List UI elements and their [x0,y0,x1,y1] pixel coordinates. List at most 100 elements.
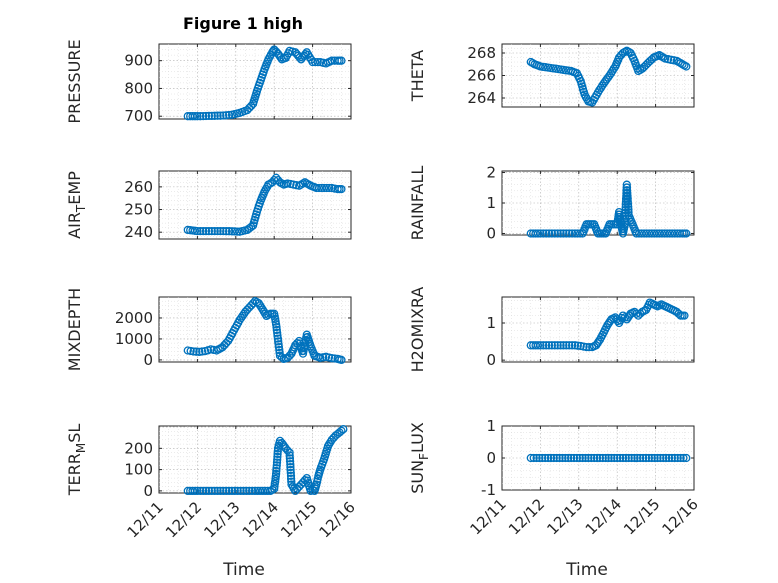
data-point [582,342,591,352]
y-axis-label: SUNFLUX [408,422,431,494]
data-point [553,229,562,238]
data-point [312,183,321,193]
data-point [273,449,282,459]
data-point [247,101,256,111]
data-point [552,453,561,463]
data-point [679,453,688,463]
data-point [624,205,633,214]
data-point [682,62,691,71]
data-point [667,453,677,463]
data-point [272,322,281,332]
data-point [273,455,282,464]
data-point [319,183,329,193]
data-point [201,486,211,496]
data-point [662,453,671,463]
data-point [620,313,630,322]
data-point [322,183,331,193]
data-point [313,57,322,67]
data-point [193,226,202,236]
data-point [247,222,256,232]
data-point [216,111,225,120]
data-point [610,453,619,463]
data-point [659,453,668,463]
data-point [653,453,662,463]
data-point [274,340,283,349]
data-point [183,346,192,355]
x-tick-label: 12/15 [620,495,663,538]
y-tick-label: 264 [467,89,496,107]
data-point [272,461,281,470]
data-point [242,486,251,496]
y-tick-label: 1 [486,314,496,332]
data-point [314,183,324,193]
y-tick-label: 900 [124,52,153,70]
y-tick-label: 0 [486,351,496,369]
data-point [556,341,565,350]
data-point [550,229,559,238]
data-point [286,468,295,478]
data-point [569,453,579,463]
data-point [558,453,567,463]
data-point [553,341,562,350]
x-tick-label: 12/14 [239,498,282,541]
data-point [272,466,281,476]
data-point [622,180,631,189]
data-point [219,111,228,120]
data-point [564,453,573,463]
data-point [233,486,242,496]
x-tick-label: 12/14 [582,495,625,538]
subplot-theta: 264 266 268 THETA [408,43,695,108]
data-point [273,447,282,456]
data-point [219,486,228,496]
data-point [650,453,659,463]
y-axis-label: THETA [408,50,427,102]
x-tick-label: 12/15 [277,498,320,541]
data-point [581,453,590,463]
data-point [550,341,559,350]
data-point [632,309,641,318]
data-point [538,453,547,463]
data-point [273,334,283,343]
data-point [641,453,651,463]
data-point [533,229,543,238]
data-point [647,453,656,463]
data-point [207,226,216,236]
data-point [239,486,248,496]
x-tick-label: 12/16 [659,495,702,538]
data-point [196,226,205,236]
data-point [532,453,541,463]
data-point [275,348,284,358]
data-point [624,202,633,212]
data-point [590,453,599,463]
data-point [199,226,208,236]
data-point [562,341,571,350]
data-point [272,464,281,473]
data-point [337,184,346,194]
data-point [207,111,216,121]
data-point [222,111,231,120]
data-point [222,227,231,236]
data-point [556,229,565,238]
data-point [247,486,257,496]
data-point [210,486,219,496]
data-point [587,453,596,463]
data-point [618,453,628,463]
data-point [652,229,662,238]
data-point [271,469,281,479]
data-point [665,229,674,238]
data-point [196,112,205,121]
data-point [559,229,568,238]
data-point [657,229,667,238]
data-point [542,229,551,238]
data-point [258,486,267,496]
data-point [567,229,577,238]
data-point [204,486,214,496]
data-point [664,453,674,463]
x-tick-label: 12/12 [505,495,548,538]
data-point [539,341,548,350]
y-tick-label: 1000 [115,330,153,348]
data-point [207,486,216,496]
data-point [567,341,577,350]
data-point [623,191,632,200]
